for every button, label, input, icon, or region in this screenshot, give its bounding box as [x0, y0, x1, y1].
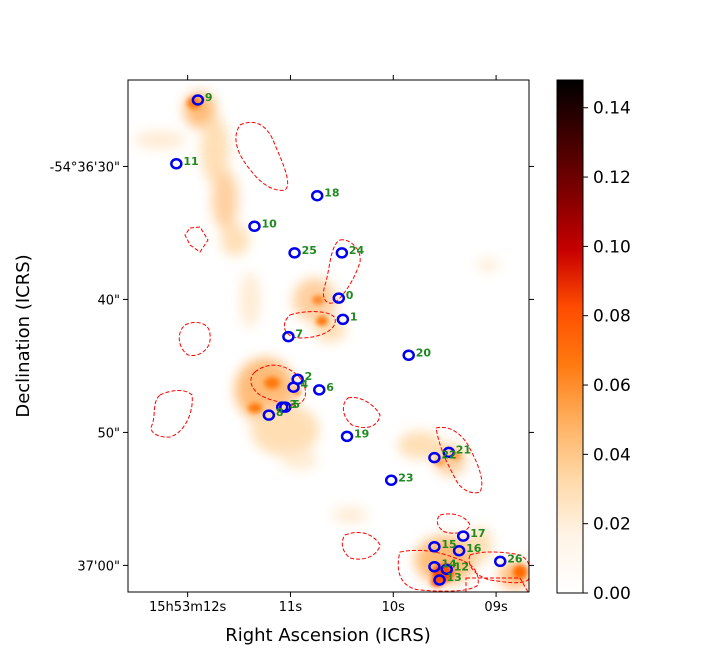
source-marker: [170, 158, 183, 170]
contour: [235, 121, 289, 191]
source-label: 17: [470, 527, 485, 540]
source-marker: [335, 247, 349, 259]
source-label: 16: [466, 542, 482, 555]
colorbar-tick-label: 0.14: [593, 99, 631, 119]
colorbar-tick-label: 0.06: [593, 376, 631, 396]
contour: [283, 311, 336, 339]
y-tick-label: 40": [97, 293, 120, 308]
colorbar-tick-label: 0.02: [593, 515, 631, 535]
contour: [342, 396, 381, 428]
source-label: 19: [354, 427, 369, 440]
source-label: 13: [447, 571, 462, 584]
source-label: 22: [441, 449, 456, 462]
colorbar: [556, 79, 584, 594]
source-label: 18: [324, 187, 339, 200]
source-marker: [433, 574, 446, 586]
x-tick-label: 09s: [484, 600, 508, 615]
source-marker: [262, 409, 276, 421]
source-label: 9: [205, 91, 213, 104]
y-tick-label: 37'00": [77, 559, 120, 574]
source-marker: [288, 247, 301, 259]
x-tick-label: 15h53m12s: [149, 600, 227, 615]
source-marker: [310, 189, 324, 202]
y-axis: -54°36'30" 40" 50" 37'00": [50, 160, 534, 574]
source-label: 3: [289, 398, 297, 411]
contour: [341, 532, 381, 560]
source-label: 6: [326, 381, 334, 394]
colorbar-tick-label: 0.00: [593, 584, 631, 604]
source-marker: [282, 330, 295, 343]
source-label: 8: [276, 406, 284, 419]
source-marker: [340, 430, 354, 443]
x-axis: 15h53m12s 11s 10s 09s: [149, 75, 508, 615]
source-label: 4: [301, 378, 309, 391]
contour: [250, 364, 307, 406]
source-label: 15: [441, 538, 456, 551]
source-label: 23: [398, 471, 413, 484]
source-label: 11: [183, 155, 198, 168]
source-label: 25: [302, 244, 317, 257]
contour: [178, 322, 211, 357]
source-label: 24: [349, 244, 365, 257]
source-marker: [287, 381, 300, 393]
y-tick-label: 50": [97, 426, 120, 441]
contour: [184, 226, 209, 253]
source-label: 14: [441, 558, 457, 571]
source-marker: [442, 446, 456, 459]
source-label: 20: [416, 346, 432, 359]
source-label: 21: [456, 443, 471, 456]
source-marker: [332, 292, 346, 304]
source-marker: [428, 451, 441, 464]
x-tick-label: 10s: [382, 600, 406, 615]
contour: [465, 577, 529, 592]
colorbar-tick-label: 0.12: [593, 168, 631, 188]
x-axis-title: Right Ascension (ICRS): [225, 625, 431, 646]
source-label: 0: [346, 289, 354, 302]
source-layer: [170, 94, 507, 586]
source-marker: [312, 384, 326, 396]
colorbar-axis: 0.00 0.02 0.04 0.06 0.08 0.10 0.12 0.14: [583, 99, 631, 604]
source-marker: [493, 555, 507, 568]
source-marker: [402, 349, 415, 362]
plot-frame: [127, 79, 530, 593]
source-label: 1: [350, 310, 358, 323]
contour: [150, 390, 193, 438]
contour: [468, 551, 529, 584]
source-label: 5: [292, 398, 300, 411]
contour: [435, 426, 483, 494]
source-marker: [279, 401, 292, 413]
emission-map: [134, 92, 529, 589]
source-marker: [456, 530, 470, 542]
source-marker: [384, 474, 398, 487]
source-label: 10: [261, 217, 277, 230]
source-label: 12: [454, 560, 469, 573]
source-marker: [428, 560, 441, 573]
x-tick-label: 11s: [279, 600, 303, 615]
y-tick-label: -54°36'30": [50, 160, 120, 175]
source-label: 2: [305, 370, 313, 383]
y-axis-title: Declination (ICRS): [13, 254, 34, 417]
source-marker: [428, 541, 441, 553]
source-marker: [191, 94, 205, 106]
colorbar-tick-label: 0.04: [593, 445, 631, 465]
source-marker: [336, 313, 350, 326]
source-label: 26: [507, 552, 523, 565]
source-marker: [440, 563, 453, 576]
contour-layer: [150, 121, 529, 592]
colorbar-tick-label: 0.10: [593, 237, 631, 257]
contour: [436, 513, 471, 534]
source-label: 7: [295, 328, 303, 341]
contour: [323, 239, 361, 304]
source-marker: [452, 545, 466, 557]
colorbar-tick-label: 0.08: [593, 307, 631, 327]
source-marker: [248, 220, 261, 233]
contour: [397, 549, 479, 592]
